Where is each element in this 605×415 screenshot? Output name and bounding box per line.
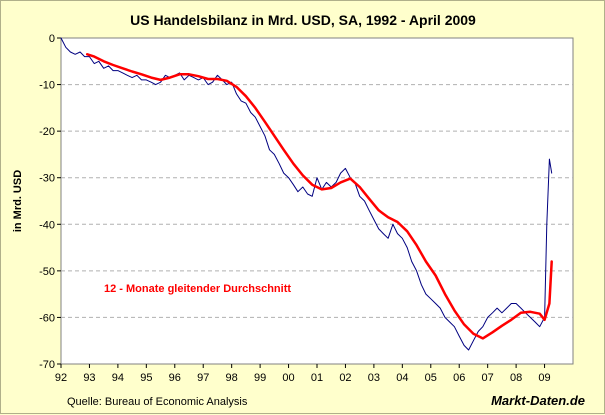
x-tick-label: 93: [83, 372, 95, 384]
x-tick-label: 06: [453, 372, 465, 384]
y-tick-label: -10: [39, 80, 55, 92]
x-tick-label: 95: [140, 372, 152, 384]
plot-area: [60, 37, 574, 365]
source-note: Quelle: Bureau of Economic Analysis: [67, 396, 248, 408]
x-tick-label: 03: [368, 372, 380, 384]
x-tick-label: 09: [538, 372, 550, 384]
x-tick-label: 08: [510, 372, 522, 384]
x-tick-label: 01: [311, 372, 323, 384]
x-tick-label: 02: [339, 372, 351, 384]
x-tick-label: 97: [197, 372, 209, 384]
y-axis-label: in Mrd. USD: [12, 170, 24, 232]
brand-logo: Markt-Daten.de: [491, 393, 585, 408]
y-axis: 0 -10 -20 -30 -40 -50 -60 -70: [39, 33, 61, 371]
x-tick-label: 04: [396, 372, 408, 384]
y-tick-label: -40: [39, 219, 55, 231]
y-tick-label: -20: [39, 126, 55, 138]
y-tick-label: -50: [39, 266, 55, 278]
x-tick-label: 98: [226, 372, 238, 384]
moving-average-annotation: 12 - Monate gleitender Durchschnitt: [104, 283, 291, 295]
x-tick-label: 92: [55, 372, 67, 384]
x-axis: 92 93 94 95 96 97 98 99 00 01 02 03 04 05 06 07 08 09: [55, 364, 551, 384]
chart-title: US Handelsbilanz in Mrd. USD, SA, 1992 -…: [130, 12, 476, 28]
x-tick-label: 07: [482, 372, 494, 384]
y-tick-label: -30: [39, 173, 55, 185]
series-line-moving-average: [85, 53, 553, 340]
x-tick-label: 96: [169, 372, 181, 384]
x-tick-label: 99: [254, 372, 266, 384]
y-tick-label: -70: [39, 359, 55, 371]
x-tick-label: 05: [425, 372, 437, 384]
y-tick-label: 0: [49, 33, 55, 45]
x-tick-label: 94: [112, 372, 124, 384]
x-tick-label: 00: [282, 372, 294, 384]
series-lines: [60, 37, 553, 351]
y-tick-label: -60: [39, 312, 55, 324]
